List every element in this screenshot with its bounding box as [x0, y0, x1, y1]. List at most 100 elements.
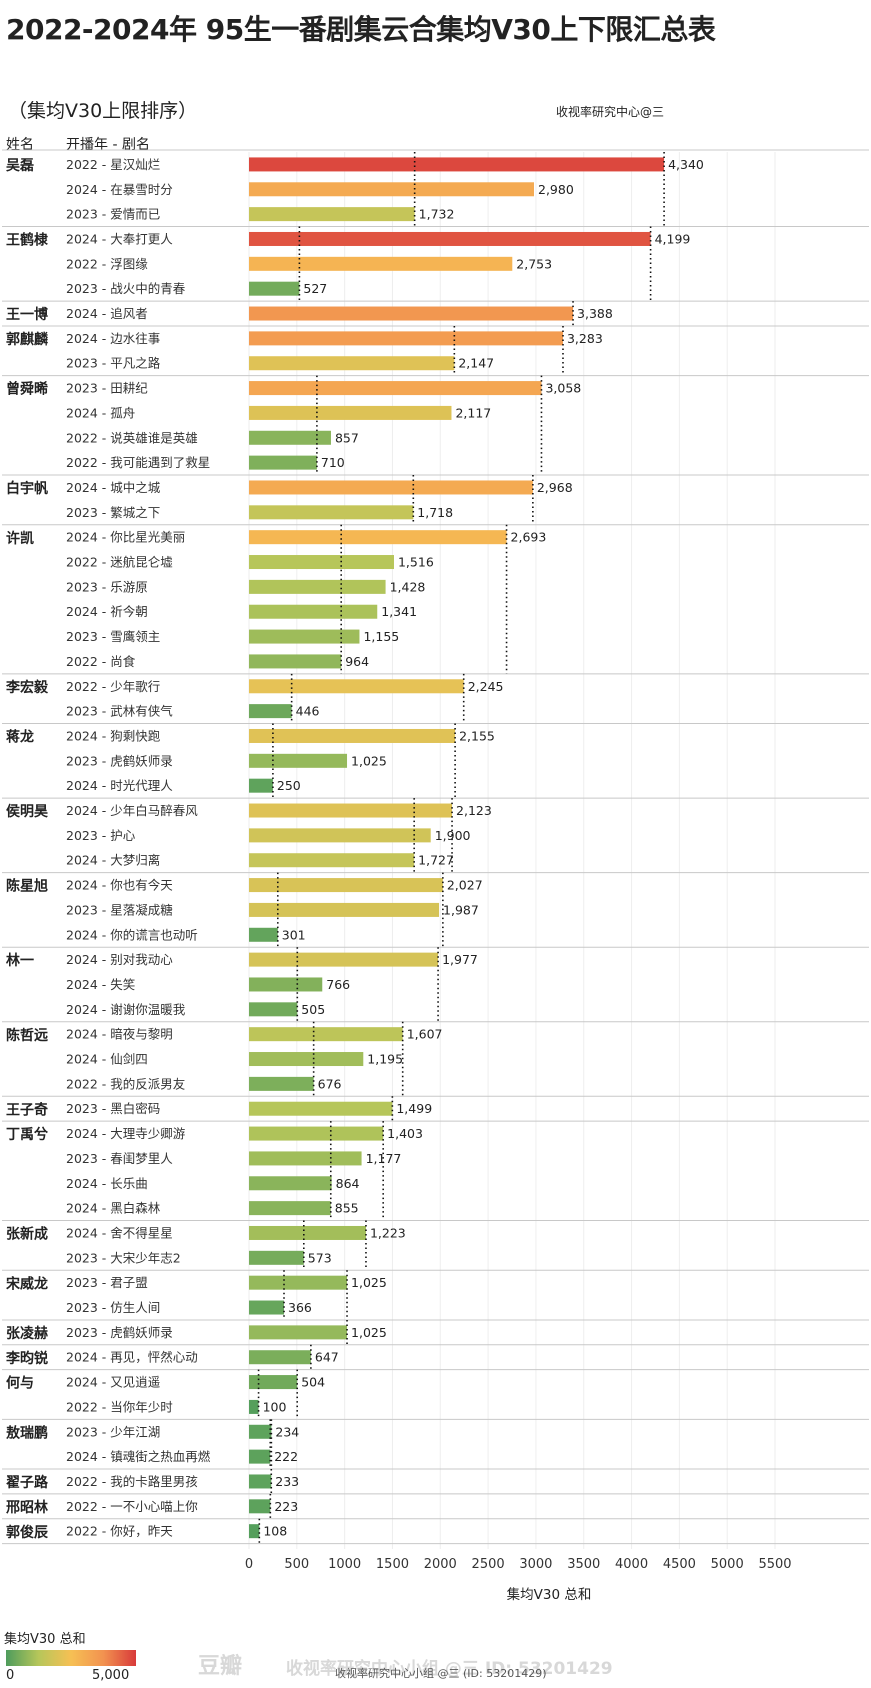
- actor-name: 王子奇: [6, 1101, 48, 1118]
- show-label: 2022 - 我的卡路里男孩: [66, 1474, 198, 1489]
- value-label: 573: [308, 1250, 332, 1265]
- value-label: 301: [282, 927, 306, 942]
- actor-name: 侯明昊: [6, 803, 48, 820]
- value-label: 3,388: [577, 306, 613, 321]
- bar: [249, 207, 415, 222]
- show-label: 2024 - 大梦归离: [66, 853, 160, 868]
- show-label: 2023 - 君子盟: [66, 1275, 148, 1290]
- bar: [249, 878, 443, 893]
- x-tick-label: 1000: [328, 1557, 361, 1572]
- bar: [249, 977, 323, 992]
- value-label: 2,968: [537, 480, 573, 495]
- bar: [249, 256, 513, 271]
- value-label: 505: [301, 1002, 325, 1017]
- bar: [249, 157, 665, 172]
- show-label: 2022 - 说英雄谁是英雄: [66, 430, 198, 445]
- value-label: 1,025: [351, 753, 387, 768]
- actor-name: 陈星旭: [6, 878, 48, 895]
- x-tick-label: 1500: [376, 1557, 409, 1572]
- bar: [249, 1399, 259, 1414]
- show-label: 2024 - 狗剩快跑: [66, 728, 161, 743]
- value-label: 1,977: [442, 952, 478, 967]
- show-label: 2024 - 孤舟: [66, 405, 135, 420]
- show-label: 2023 - 护心: [66, 828, 136, 843]
- column-header-show: 开播年 - 剧名: [66, 137, 150, 153]
- actor-name: 敖瑞鹏: [6, 1424, 48, 1441]
- bar: [249, 1350, 311, 1365]
- show-label: 2023 - 战火中的青春: [66, 281, 186, 296]
- actor-name: 王鹤棣: [6, 232, 49, 249]
- bar: [249, 480, 533, 495]
- value-label: 233: [275, 1474, 299, 1489]
- show-label: 2024 - 舍不得星星: [66, 1225, 173, 1240]
- value-label: 647: [315, 1350, 339, 1365]
- x-tick-label: 5000: [711, 1557, 744, 1572]
- show-label: 2023 - 雪鹰领主: [66, 629, 160, 644]
- value-label: 1,607: [407, 1027, 443, 1042]
- show-label: 2024 - 城中之城: [66, 480, 161, 495]
- bar: [249, 405, 452, 420]
- value-label: 1,516: [398, 555, 434, 570]
- value-label: 1,987: [443, 902, 479, 917]
- bar: [249, 1300, 285, 1315]
- show-label: 2023 - 爱情而已: [66, 207, 160, 222]
- value-label: 3,283: [567, 331, 603, 346]
- bar: [249, 306, 574, 321]
- value-label: 1,195: [367, 1052, 403, 1067]
- bar: [249, 1176, 332, 1191]
- bar: [249, 629, 360, 644]
- legend-title: 集均V30 总和: [4, 1632, 86, 1647]
- bar: [249, 1052, 364, 1067]
- actor-name: 白宇帆: [6, 480, 48, 497]
- bar: [249, 654, 342, 669]
- bar: [249, 1524, 260, 1539]
- value-label: 766: [326, 977, 350, 992]
- value-label: 1,341: [381, 604, 417, 619]
- bar: [249, 1499, 271, 1514]
- show-label: 2024 - 镇魂街之热血再燃: [66, 1449, 211, 1464]
- show-label: 2024 - 黑白森林: [66, 1201, 161, 1216]
- show-label: 2024 - 你也有今天: [66, 878, 173, 893]
- actor-name: 邢昭林: [5, 1499, 48, 1516]
- actor-name: 吴磊: [6, 158, 34, 174]
- show-label: 2023 - 仿生人间: [66, 1300, 160, 1315]
- value-label: 710: [321, 455, 345, 470]
- actor-name: 丁禹兮: [6, 1126, 49, 1143]
- value-label: 676: [318, 1076, 342, 1091]
- show-label: 2023 - 平凡之路: [66, 356, 161, 371]
- bar: [249, 828, 431, 843]
- legend-min-label: 0: [6, 1668, 15, 1683]
- show-label: 2024 - 你比星光美丽: [66, 530, 185, 545]
- watermark-brand: 豆瓣: [198, 1654, 243, 1679]
- actor-name: 曾舜晞: [6, 381, 48, 398]
- bar: [249, 704, 292, 719]
- bar: [249, 1474, 272, 1489]
- value-label: 1,403: [387, 1126, 423, 1141]
- x-tick-label: 4500: [663, 1557, 696, 1572]
- show-label: 2024 - 你的谎言也动听: [66, 927, 198, 942]
- show-label: 2024 - 再见，怦然心动: [66, 1350, 198, 1365]
- value-label: 2,155: [459, 728, 495, 743]
- show-label: 2022 - 浮图缘: [66, 256, 148, 271]
- bar: [249, 430, 331, 445]
- bar: [249, 381, 542, 396]
- column-header-actor: 姓名: [6, 137, 34, 153]
- show-label: 2024 - 别对我动心: [66, 952, 173, 967]
- show-label: 2022 - 迷航昆仑墟: [66, 555, 173, 570]
- bar: [249, 604, 378, 619]
- actor-name: 陈哲远: [6, 1027, 48, 1044]
- bar: [249, 530, 507, 545]
- bar: [249, 331, 563, 346]
- x-tick-label: 3500: [567, 1557, 600, 1572]
- value-label: 234: [275, 1424, 299, 1439]
- value-label: 1,718: [417, 505, 453, 520]
- show-label: 2023 - 春闺梦里人: [66, 1151, 173, 1166]
- show-label: 2024 - 大奉打更人: [66, 231, 173, 246]
- x-tick-label: 3000: [519, 1557, 552, 1572]
- show-label: 2023 - 乐游原: [66, 579, 148, 594]
- value-label: 857: [335, 430, 359, 445]
- x-tick-label: 0: [245, 1557, 253, 1572]
- actor-name: 蒋龙: [6, 729, 34, 746]
- value-label: 1,499: [396, 1101, 432, 1116]
- actor-name: 郭俊辰: [6, 1524, 49, 1541]
